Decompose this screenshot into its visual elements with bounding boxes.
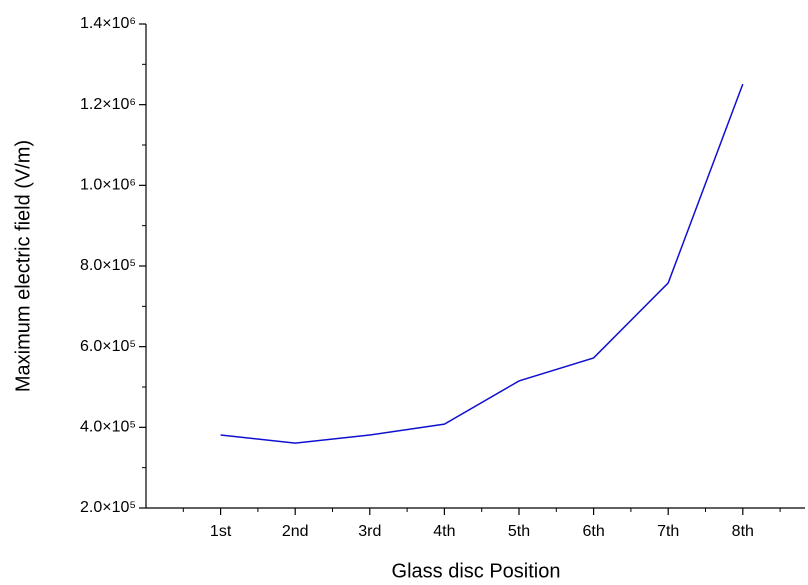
y-tick-label: 2.0×10⁵ — [80, 499, 136, 516]
y-axis-title: Maximum electric field (V/m) — [12, 140, 34, 392]
y-tick-label: 1.2×10⁶ — [80, 96, 136, 113]
y-tick-label: 1.0×10⁶ — [80, 177, 136, 194]
x-axis-title: Glass disc Position — [392, 560, 561, 582]
y-tick-label: 1.4×10⁶ — [80, 15, 136, 32]
y-tick-label: 4.0×10⁵ — [80, 419, 136, 436]
x-tick-label: 4th — [433, 523, 455, 540]
x-tick-label: 7th — [657, 523, 679, 540]
x-tick-label: 6th — [582, 523, 604, 540]
x-tick-label: 1st — [210, 523, 232, 540]
y-tick-label: 8.0×10⁵ — [80, 257, 136, 274]
x-tick-label: 3rd — [358, 523, 381, 540]
x-tick-label: 2nd — [282, 523, 309, 540]
y-tick-label: 6.0×10⁵ — [80, 338, 136, 355]
x-tick-label: 8th — [732, 523, 754, 540]
x-tick-label: 5th — [508, 523, 530, 540]
data-line — [220, 83, 744, 444]
